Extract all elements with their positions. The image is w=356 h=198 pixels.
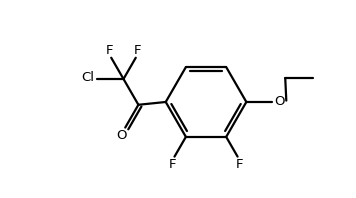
Text: O: O bbox=[274, 95, 284, 108]
Text: F: F bbox=[134, 44, 141, 56]
Text: F: F bbox=[236, 158, 243, 171]
Text: F: F bbox=[106, 44, 113, 56]
Text: O: O bbox=[116, 129, 126, 142]
Text: Cl: Cl bbox=[81, 71, 94, 84]
Text: F: F bbox=[169, 158, 177, 171]
